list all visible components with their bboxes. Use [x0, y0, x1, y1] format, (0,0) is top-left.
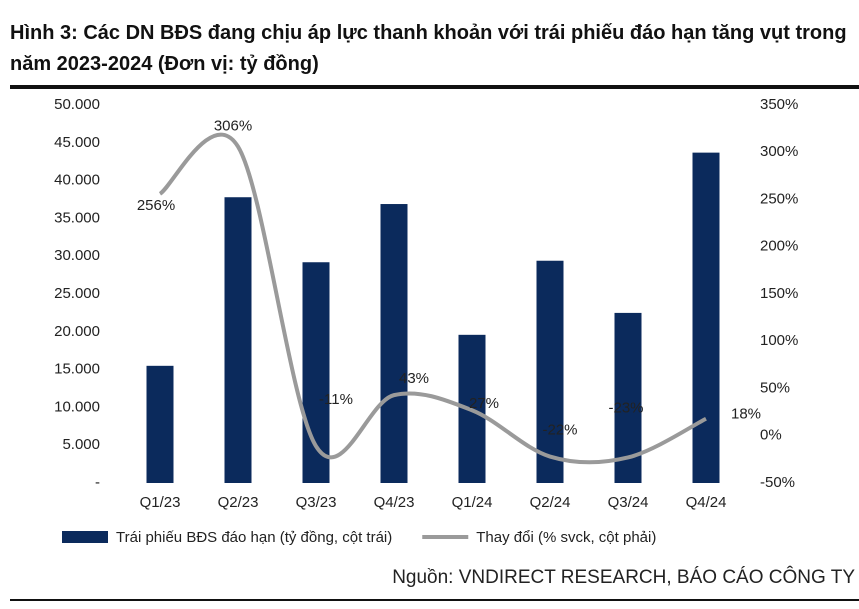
data-label: 256%: [137, 197, 175, 214]
y-tick-label: 35.000: [54, 209, 100, 226]
bar: [536, 260, 564, 483]
bar: [224, 197, 252, 483]
x-tick-label: Q2/24: [530, 494, 571, 511]
chart-title: Hình 3: Các DN BĐS đang chịu áp lực than…: [10, 22, 847, 75]
y-tick-label: 15.000: [54, 361, 100, 378]
y-tick-label: 30.000: [54, 247, 100, 264]
y-tick-label: 5.000: [62, 436, 100, 453]
y2-tick-label: 50%: [760, 379, 790, 396]
line: [158, 132, 707, 465]
y-tick-label: 45.000: [54, 134, 100, 151]
data-label: 306%: [214, 118, 252, 135]
y2-tick-label: 150%: [760, 285, 798, 302]
bottom-rule: [10, 599, 859, 601]
x-tick-label: Q4/24: [686, 494, 727, 511]
source: Nguồn: VNDIRECT RESEARCH, BÁO CÁO CÔNG T…: [392, 566, 855, 588]
y2-tick-label: 100%: [760, 332, 798, 349]
legend-label: Trái phiếu BĐS đáo hạn (tỷ đồng, cột trá…: [116, 529, 392, 546]
bar: [146, 365, 174, 483]
x-tick-label: Q3/23: [296, 494, 337, 511]
data-label: 18%: [731, 406, 761, 423]
data-label: -22%: [542, 422, 577, 439]
y-tick-label: 40.000: [54, 172, 100, 189]
x-tick-label: Q1/24: [452, 494, 493, 511]
x-tick-label: Q3/24: [608, 494, 649, 511]
y-tick-label: 20.000: [54, 323, 100, 340]
y2-tick-label: 250%: [760, 190, 798, 207]
legend-swatch: [62, 531, 108, 543]
data-label: 27%: [469, 395, 499, 412]
bar: [380, 204, 408, 483]
y-tick-label: 10.000: [54, 398, 100, 415]
data-label: 43%: [399, 370, 429, 387]
bar: [302, 262, 330, 483]
bar: [692, 152, 720, 484]
x-tick-label: Q4/23: [374, 494, 415, 511]
y-tick-label: 50.000: [54, 96, 100, 113]
y2-tick-label: 350%: [760, 96, 798, 113]
y-tick-label: 25.000: [54, 285, 100, 302]
y2-tick-label: 300%: [760, 143, 798, 160]
y-tick-label: -: [95, 474, 100, 491]
title-box: Hình 3: Các DN BĐS đang chịu áp lực than…: [10, 22, 847, 75]
x-tick-label: Q2/23: [218, 494, 259, 511]
x-tick-label: Q1/23: [140, 494, 181, 511]
y2-tick-label: -50%: [760, 474, 795, 491]
y2-tick-label: 0%: [760, 427, 782, 444]
data-label: -11%: [319, 391, 353, 408]
legend-label: Thay đổi (% svck, cột phải): [476, 529, 656, 546]
data-label: -23%: [608, 399, 643, 416]
top-rule: [10, 85, 859, 89]
y2-tick-label: 200%: [760, 238, 798, 255]
